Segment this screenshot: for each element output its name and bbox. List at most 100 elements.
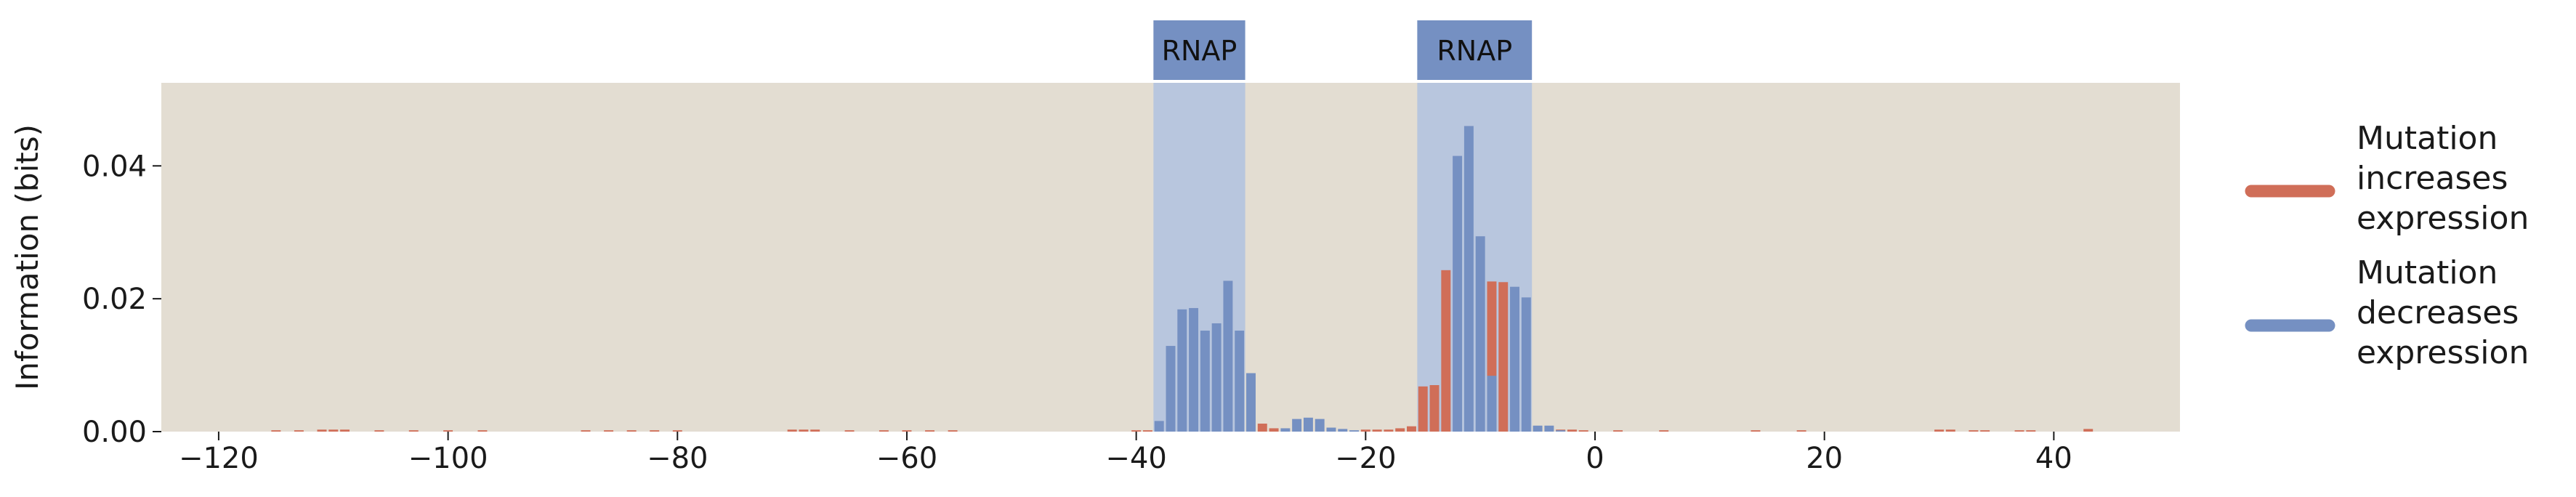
decrease-bar (1315, 419, 1325, 432)
increase-bar (787, 429, 797, 432)
decrease-bar (1280, 428, 1291, 432)
increase-bar (1567, 429, 1577, 432)
increase-bar (650, 430, 660, 432)
decrease-bar (1246, 373, 1256, 432)
increase-bar (2026, 430, 2036, 432)
x-tick-label: −100 (408, 442, 488, 475)
x-tick-label: −60 (876, 442, 937, 475)
increase-bar (672, 430, 682, 432)
increase-bar (1257, 424, 1267, 432)
x-tick-label: −120 (179, 442, 259, 475)
rnap-region-label-2: RNAP (1437, 35, 1512, 67)
decrease-bar (1223, 280, 1233, 432)
decrease-bar (1510, 286, 1519, 432)
x-tick-label: −40 (1105, 442, 1166, 475)
rnap-region-label-1: RNAP (1162, 35, 1237, 67)
increase-bar (1945, 429, 1955, 432)
legend: Mutation increases expression Mutation decre… (2245, 120, 2529, 371)
decrease-bar (1303, 417, 1313, 432)
y-axis: 0.00 0.02 0.04 (82, 150, 161, 449)
increase-bar (1131, 430, 1142, 432)
y-axis-label: Information (bits) (9, 124, 45, 390)
y-tick-label: 0.00 (82, 416, 147, 449)
increase-bar (1498, 282, 1509, 432)
x-tick-label: −20 (1335, 442, 1396, 475)
increase-bar (902, 430, 912, 432)
x-axis: −120 −100 −80 −60 −40 −20 0 20 40 (179, 432, 2072, 475)
increase-bar (1395, 428, 1405, 432)
decrease-bar (1487, 376, 1497, 432)
decrease-bar (1338, 429, 1348, 432)
decrease-bar (1189, 307, 1199, 432)
decrease-bar (1349, 430, 1360, 432)
increase-bar (1429, 385, 1440, 432)
decrease-bar (1475, 236, 1485, 432)
increase-bar (374, 430, 384, 432)
decrease-bar (1544, 425, 1554, 432)
x-tick-label: 0 (1586, 442, 1604, 475)
decrease-bar (1521, 297, 1531, 432)
y-tick-label: 0.02 (82, 283, 147, 316)
decrease-bar (1292, 419, 1302, 432)
increase-bar (477, 430, 488, 432)
increase-bar (1980, 430, 1990, 432)
increase-bar (1659, 430, 1669, 432)
legend-item-increase: Mutation increases expression (2245, 120, 2529, 237)
rnap-regions: RNAP RNAP (1153, 20, 1533, 432)
increase-bar (2014, 430, 2024, 432)
decrease-bar (1533, 425, 1543, 432)
increase-bar (1441, 270, 1451, 432)
increase-bar (1384, 429, 1394, 432)
increase-bar (2083, 429, 2093, 432)
rnap-region-header-1 (1153, 20, 1245, 80)
decrease-bar (1556, 430, 1566, 432)
increase-bar (340, 429, 350, 432)
increase-bar (1578, 430, 1588, 432)
increase-bar (1142, 430, 1152, 432)
legend-label: Mutation increases expression (2357, 120, 2529, 237)
decrease-bar (1235, 331, 1245, 432)
increase-bar (604, 430, 614, 432)
increase-bar (1751, 430, 1761, 432)
increase-bar (317, 429, 327, 432)
increase-bar (408, 430, 419, 432)
rnap-region-header-2 (1417, 20, 1533, 80)
legend-label: Mutation decreases expression (2357, 254, 2529, 371)
y-tick-label: 0.04 (82, 150, 147, 183)
increase-bar (1372, 429, 1382, 432)
increase-bar (1269, 428, 1279, 432)
increase-bar (581, 430, 591, 432)
x-tick-label: −80 (647, 442, 708, 475)
increase-bar (1418, 386, 1428, 432)
increase-bar (1796, 430, 1806, 432)
decrease-bar (1453, 155, 1463, 432)
increase-bar (1969, 430, 1979, 432)
bars (271, 126, 2093, 432)
increase-bar (1934, 429, 1945, 432)
x-tick-label: 40 (2035, 442, 2072, 475)
decrease-bar (1463, 126, 1474, 432)
increase-bar (925, 430, 935, 432)
decrease-bar (1200, 331, 1210, 432)
decrease-bar (1326, 427, 1336, 432)
increase-bar (294, 430, 304, 432)
increase-bar (328, 429, 339, 432)
increase-bar (879, 430, 889, 432)
decrease-bar (1211, 323, 1222, 432)
increase-bar (1406, 426, 1416, 432)
increase-bar (1613, 430, 1623, 432)
increase-bar (948, 430, 958, 432)
increase-bar (1360, 429, 1370, 432)
decrease-bar (1166, 346, 1176, 432)
x-tick-label: 20 (1806, 442, 1843, 475)
increase-bar (799, 429, 809, 432)
decrease-bar (1177, 309, 1187, 432)
increase-bar (626, 430, 637, 432)
decrease-bar (1154, 421, 1164, 432)
increase-bar (271, 430, 281, 432)
increase-bar (844, 430, 855, 432)
legend-item-decrease: Mutation decreases expression (2245, 254, 2529, 371)
increase-bar (443, 430, 453, 432)
increase-bar (810, 429, 820, 432)
